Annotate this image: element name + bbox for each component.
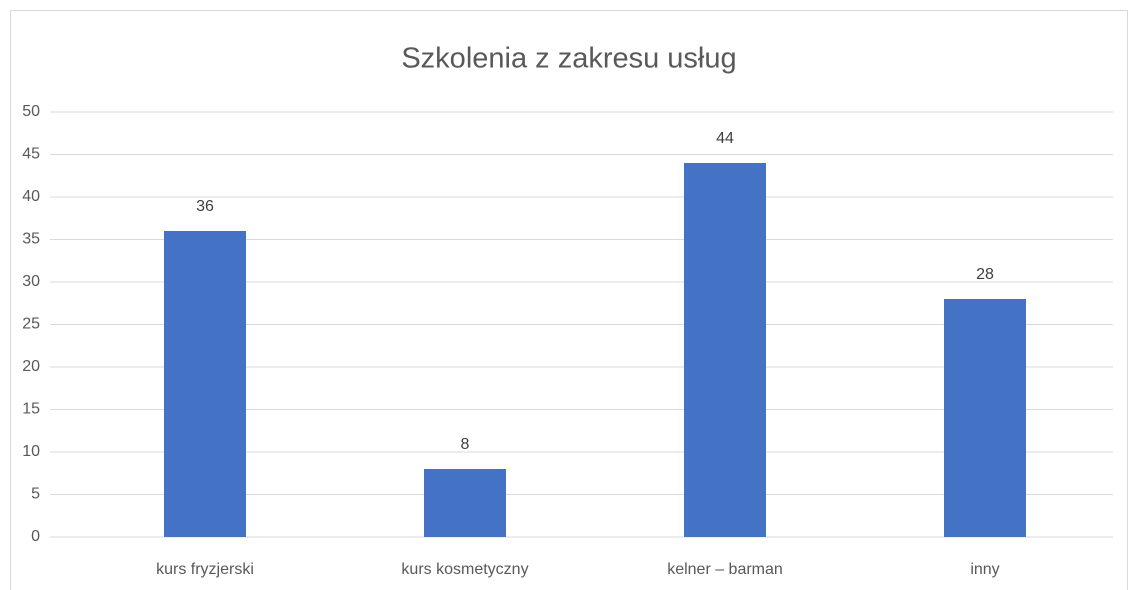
y-tick-label: 35 [22, 231, 40, 248]
y-tick-label: 45 [22, 146, 40, 163]
bar [424, 469, 506, 537]
y-tick-label: 5 [31, 486, 40, 503]
bar [164, 231, 246, 537]
bar [944, 299, 1026, 537]
x-tick-label: kurs kosmetyczny [401, 561, 528, 578]
data-label: 28 [976, 266, 994, 283]
y-tick-label: 10 [22, 443, 40, 460]
x-tick-label: kelner – barman [667, 561, 783, 578]
y-tick-label: 40 [22, 188, 40, 205]
data-label: 8 [461, 436, 470, 453]
y-tick-label: 25 [22, 316, 40, 333]
y-tick-label: 0 [31, 528, 40, 545]
y-tick-label: 15 [22, 401, 40, 418]
x-tick-label: inny [970, 561, 999, 578]
x-tick-label: kurs fryzjerski [156, 561, 254, 578]
y-tick-label: 30 [22, 273, 40, 290]
y-tick-label: 50 [22, 103, 40, 120]
chart-title: Szkolenia z zakresu usług [401, 43, 736, 75]
data-label: 44 [716, 130, 734, 147]
bar [684, 163, 766, 537]
data-label: 36 [196, 198, 214, 215]
y-tick-label: 20 [22, 358, 40, 375]
